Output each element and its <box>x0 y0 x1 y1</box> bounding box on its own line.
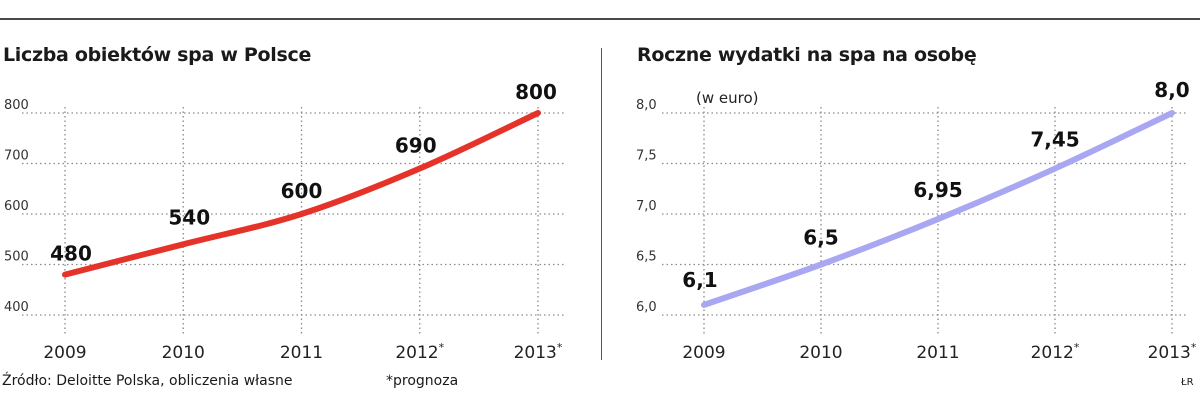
x-tick-label: 2013* <box>514 341 563 363</box>
data-label: 6,5 <box>803 226 838 250</box>
data-label: 6,95 <box>913 178 962 202</box>
chart-panel-spa-count: Liczba obiektów spa w Polsce 400 500 600 70… <box>3 44 566 363</box>
y-tick-label: 6,0 <box>636 300 657 315</box>
x-tick-label: 2010 <box>162 343 205 363</box>
data-label: 480 <box>50 242 92 266</box>
y-tick-label: 700 <box>4 149 29 164</box>
data-label: 6,1 <box>682 268 717 292</box>
chart-subtitle: (w euro) <box>696 89 759 107</box>
author-initials: ŁR <box>1181 377 1194 388</box>
y-tick-label: 500 <box>4 250 29 265</box>
x-tick-label: 2011 <box>916 343 959 363</box>
x-tick-label: 2009 <box>43 343 86 363</box>
x-tick-label: 2013* <box>1148 341 1197 363</box>
x-tick-label: 2009 <box>682 343 725 363</box>
source-note: Źródło: Deloitte Polska, obliczenia włas… <box>2 373 293 389</box>
chart-title: Roczne wydatki na spa na osobę <box>637 44 977 66</box>
data-label: 600 <box>281 179 323 203</box>
forecast-note: *prognoza <box>386 373 459 389</box>
y-tick-label: 7,0 <box>636 199 657 214</box>
chart-svg: (w euro) 6,0 6,5 7,0 7,5 8,0 2009 2010 2011 2012*… <box>636 78 1197 363</box>
y-tick-label: 600 <box>4 199 29 214</box>
series-line <box>62 110 541 278</box>
y-tick-label: 6,5 <box>636 250 657 265</box>
x-tick-label: 2012* <box>1031 341 1080 363</box>
series-line <box>701 110 1175 308</box>
data-label: 7,45 <box>1030 128 1079 152</box>
top-rule <box>0 18 1200 20</box>
y-tick-label: 400 <box>4 300 29 315</box>
data-label: 690 <box>395 134 437 158</box>
chart-svg: 400 500 600 700 800 2009 2010 2011 2012* 2013* 480… <box>4 80 566 363</box>
x-tick-label: 2012* <box>395 341 444 363</box>
chart-title: Liczba obiektów spa w Polsce <box>3 44 312 66</box>
data-label: 8,0 <box>1154 78 1189 102</box>
y-tick-label: 7,5 <box>636 149 657 164</box>
y-tick-label: 8,0 <box>636 98 657 113</box>
data-label: 800 <box>515 80 557 104</box>
chart-panel-spa-spending: Roczne wydatki na spa na osobę (w euro) 6… <box>600 0 1200 402</box>
data-label: 540 <box>168 205 210 229</box>
panel-divider <box>601 48 602 360</box>
y-tick-label: 800 <box>4 98 29 113</box>
x-tick-label: 2010 <box>799 343 842 363</box>
x-tick-label: 2011 <box>280 343 323 363</box>
